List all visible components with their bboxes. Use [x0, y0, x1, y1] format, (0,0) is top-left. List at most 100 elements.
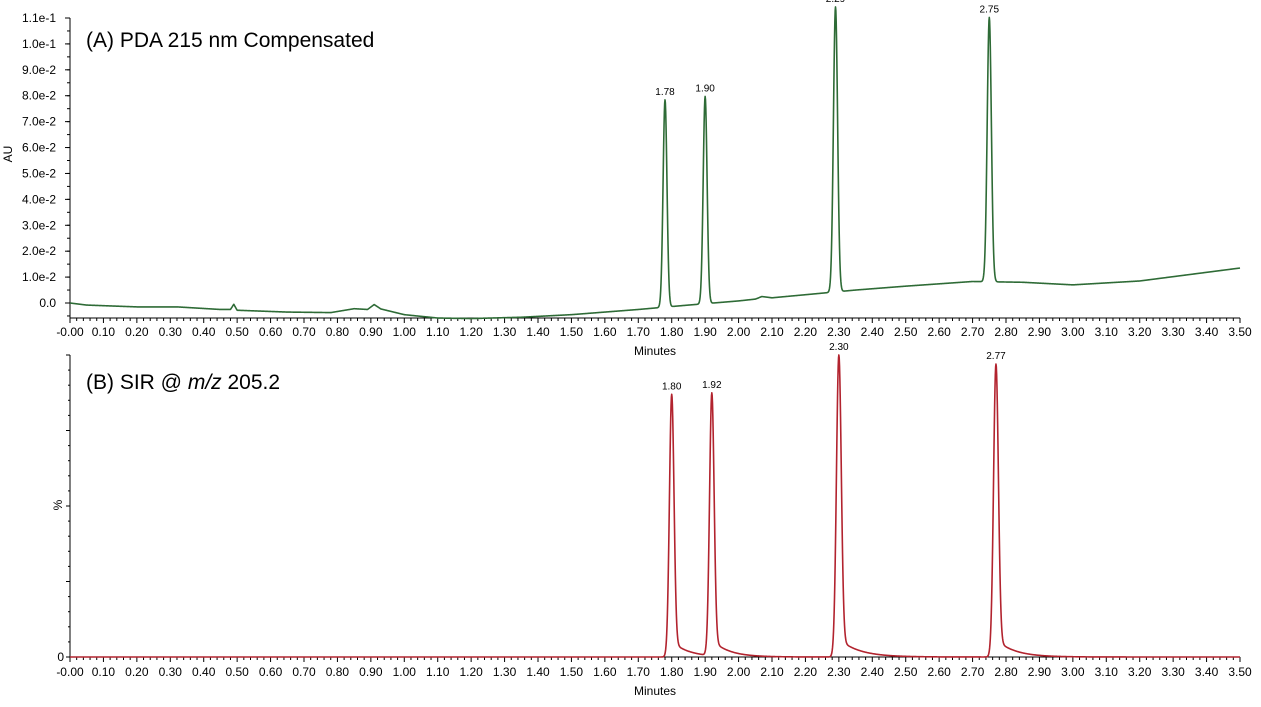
x-tick-label: 2.30: [827, 325, 851, 339]
x-tick-label: 0.90: [359, 325, 383, 339]
y-tick-label: 0: [57, 650, 64, 664]
peak-label: 2.29: [826, 0, 846, 5]
x-tick-label: 2.50: [894, 325, 918, 339]
x-tick-label: 0.70: [292, 665, 316, 679]
x-tick-label: 1.20: [459, 325, 483, 339]
x-tick-label: 3.40: [1195, 665, 1219, 679]
x-tick-label: 0.10: [92, 325, 116, 339]
x-tick-label: 3.50: [1228, 325, 1252, 339]
x-tick-label: 0.60: [259, 325, 283, 339]
x-tick-label: 1.80: [660, 325, 684, 339]
x-tick-label: 1.70: [627, 325, 651, 339]
x-tick-label: 0.70: [292, 325, 316, 339]
y-tick-label: 9.0e-2: [22, 63, 56, 77]
series-line: [69, 354, 1241, 658]
peak-label: 2.77: [986, 351, 1006, 362]
peak-label: 2.30: [829, 342, 849, 353]
x-tick-label: 1.90: [693, 325, 717, 339]
y-tick-label: 1.1e-1: [22, 11, 56, 25]
x-tick-label: 0.30: [159, 325, 183, 339]
x-tick-label: 2.20: [794, 325, 818, 339]
x-tick-label: 2.80: [994, 325, 1018, 339]
x-tick-label: 2.30: [827, 665, 851, 679]
x-tick-label: 0.50: [225, 325, 249, 339]
x-tick-label: 2.40: [861, 665, 885, 679]
x-tick-label: 2.70: [961, 325, 985, 339]
panel-title: (B) SIR @ m/z 205.2: [86, 371, 280, 394]
y-tick-label: 5.0e-2: [22, 166, 56, 180]
x-tick-label: 3.10: [1095, 665, 1119, 679]
y-tick-label: 2.0e-2: [22, 244, 56, 258]
peak-label: 1.78: [655, 87, 675, 98]
x-tick-label: 1.50: [560, 665, 584, 679]
x-tick-label: 0.20: [125, 665, 149, 679]
x-tick-label: 0.90: [359, 665, 383, 679]
x-tick-label: 2.00: [727, 665, 751, 679]
x-tick-label: 1.00: [393, 665, 417, 679]
x-tick-label: 1.00: [393, 325, 417, 339]
x-tick-label: 3.30: [1161, 325, 1185, 339]
y-tick-label: 1.0e-1: [22, 37, 56, 51]
x-tick-label: 1.10: [426, 325, 450, 339]
x-tick-label: 0.10: [92, 665, 116, 679]
peak-label: 1.90: [695, 83, 715, 94]
x-tick-label: 0.30: [159, 665, 183, 679]
x-tick-label: 2.10: [760, 665, 784, 679]
x-tick-label: 2.70: [961, 665, 985, 679]
peak-label: 1.80: [662, 381, 682, 392]
x-axis-label: Minutes: [634, 684, 676, 698]
x-tick-label: 0.40: [192, 325, 216, 339]
x-tick-label: 1.20: [459, 665, 483, 679]
x-tick-label: 1.60: [593, 325, 617, 339]
x-tick-label: 3.50: [1228, 665, 1252, 679]
peak-label: 1.92: [702, 380, 722, 391]
panel-title: (A) PDA 215 nm Compensated: [86, 29, 374, 52]
x-tick-label: 2.10: [760, 325, 784, 339]
y-axis-label: AU: [1, 146, 15, 163]
x-tick-label: -0.00: [56, 665, 84, 679]
x-tick-label: 1.50: [560, 325, 584, 339]
x-tick-label: 1.40: [526, 665, 550, 679]
x-tick-label: 0.80: [326, 665, 350, 679]
x-tick-label: 0.20: [125, 325, 149, 339]
x-tick-label: 3.10: [1095, 325, 1119, 339]
y-tick-label: 1.0e-2: [22, 270, 56, 284]
x-tick-label: 2.20: [794, 665, 818, 679]
x-axis-label: Minutes: [634, 344, 676, 358]
x-tick-label: 3.00: [1061, 325, 1085, 339]
y-axis-label: %: [51, 499, 65, 510]
x-tick-label: 1.10: [426, 665, 450, 679]
x-tick-label: 2.50: [894, 665, 918, 679]
x-tick-label: 2.90: [1028, 325, 1052, 339]
panel-a: -0.00 0.10 0.20 0.30 0.40 0.50 0.60 0.70 0.80 0.9…: [1, 0, 1252, 358]
x-tick-label: 3.30: [1161, 665, 1185, 679]
y-tick-label: 3.0e-2: [22, 218, 56, 232]
x-tick-label: 1.80: [660, 665, 684, 679]
x-tick-label: 3.20: [1128, 325, 1152, 339]
x-tick-label: 1.70: [627, 665, 651, 679]
y-tick-label: 0.0: [39, 296, 56, 310]
peak-label: 2.75: [980, 4, 1000, 15]
y-tick-label: 6.0e-2: [22, 141, 56, 155]
x-tick-label: 1.60: [593, 665, 617, 679]
panel-b: -0.00 0.10 0.20 0.30 0.40 0.50 0.60 0.70 0.80 0.9…: [51, 342, 1252, 698]
x-tick-label: 3.20: [1128, 665, 1152, 679]
x-tick-label: 2.40: [861, 325, 885, 339]
x-tick-label: 3.40: [1195, 325, 1219, 339]
x-tick-label: 0.40: [192, 665, 216, 679]
x-tick-label: 3.00: [1061, 665, 1085, 679]
x-tick-label: 1.90: [693, 665, 717, 679]
series-line: [69, 6, 1241, 320]
y-tick-label: 8.0e-2: [22, 89, 56, 103]
x-tick-label: 1.40: [526, 325, 550, 339]
y-tick-label: 4.0e-2: [22, 192, 56, 206]
x-tick-label: -0.00: [56, 325, 84, 339]
x-tick-label: 2.90: [1028, 665, 1052, 679]
x-tick-label: 0.50: [225, 665, 249, 679]
x-tick-label: 2.60: [927, 665, 951, 679]
x-tick-label: 1.30: [493, 325, 517, 339]
x-tick-label: 2.80: [994, 665, 1018, 679]
x-tick-label: 2.00: [727, 325, 751, 339]
